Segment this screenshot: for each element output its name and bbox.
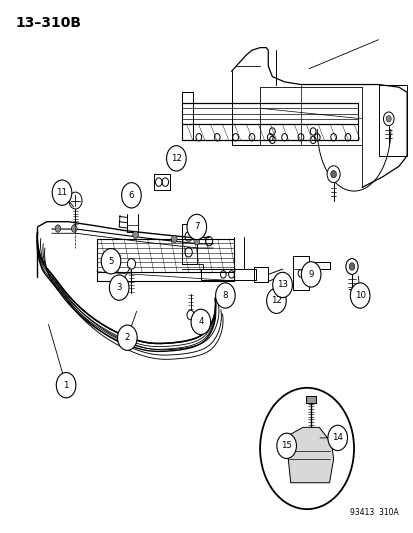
Text: 3: 3 — [116, 283, 122, 292]
Circle shape — [109, 275, 129, 300]
Text: 13–310B: 13–310B — [15, 16, 81, 30]
Text: 7: 7 — [194, 222, 199, 231]
Circle shape — [121, 183, 141, 208]
Circle shape — [215, 283, 235, 308]
Circle shape — [101, 248, 121, 274]
Circle shape — [276, 433, 296, 458]
Circle shape — [55, 225, 61, 232]
Text: 4: 4 — [198, 317, 203, 326]
Polygon shape — [286, 427, 333, 483]
Circle shape — [348, 263, 354, 270]
Text: 5: 5 — [108, 257, 114, 266]
Circle shape — [193, 238, 199, 245]
Text: 12: 12 — [270, 296, 281, 305]
Circle shape — [345, 259, 357, 274]
Text: 6: 6 — [128, 191, 134, 200]
Text: 14: 14 — [331, 433, 342, 442]
Text: 13: 13 — [276, 280, 287, 289]
Circle shape — [166, 146, 186, 171]
FancyBboxPatch shape — [306, 395, 315, 403]
Text: 11: 11 — [56, 188, 67, 197]
Text: 1: 1 — [63, 381, 69, 390]
Circle shape — [327, 425, 347, 450]
Circle shape — [171, 236, 177, 243]
Circle shape — [385, 116, 390, 122]
Text: 15: 15 — [280, 441, 292, 450]
Circle shape — [52, 180, 71, 205]
Circle shape — [56, 373, 76, 398]
Text: 8: 8 — [222, 291, 228, 300]
Circle shape — [132, 231, 138, 239]
Circle shape — [191, 309, 210, 335]
Circle shape — [117, 325, 137, 350]
Circle shape — [187, 310, 194, 320]
Circle shape — [326, 166, 339, 183]
Text: 10: 10 — [354, 291, 365, 300]
Text: 9: 9 — [308, 270, 313, 279]
Text: 2: 2 — [124, 333, 130, 342]
Circle shape — [187, 214, 206, 240]
Circle shape — [301, 262, 320, 287]
Text: 12: 12 — [171, 154, 181, 163]
Circle shape — [71, 225, 77, 232]
Text: 93413  310A: 93413 310A — [349, 508, 398, 517]
Circle shape — [272, 272, 292, 297]
Circle shape — [127, 259, 135, 269]
Circle shape — [330, 171, 336, 178]
Circle shape — [349, 283, 369, 308]
Circle shape — [266, 288, 285, 313]
Circle shape — [382, 112, 393, 126]
Circle shape — [69, 192, 82, 209]
